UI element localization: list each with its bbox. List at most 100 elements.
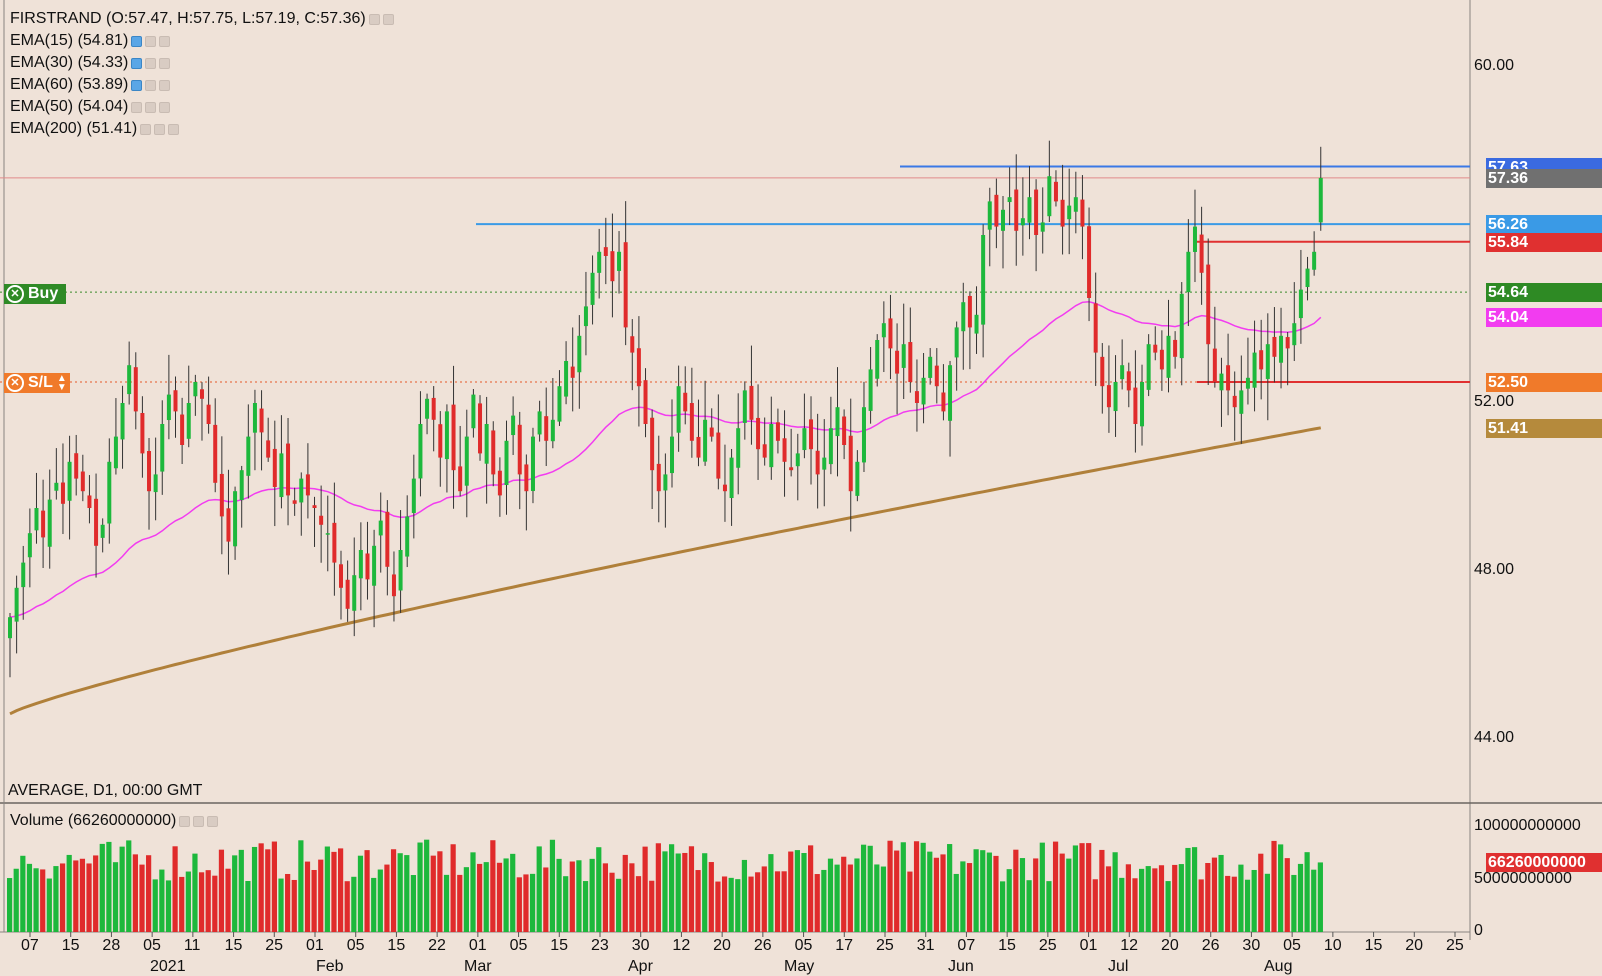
cancel-stop-icon[interactable]: ✕ [6, 374, 24, 392]
candle [345, 560, 350, 622]
settings-icon[interactable] [368, 13, 380, 25]
candle [504, 420, 509, 515]
visibility-icon[interactable] [131, 79, 143, 91]
candle-body [319, 515, 324, 525]
volume-bar [1046, 881, 1052, 932]
candle-body [530, 436, 535, 492]
candle-body [636, 348, 641, 387]
candle-body [491, 430, 496, 475]
volume-bar [708, 862, 714, 932]
close-icon[interactable] [159, 101, 171, 113]
close-icon[interactable] [382, 13, 394, 25]
candle-body [802, 428, 807, 451]
volume-bar [265, 849, 271, 932]
cancel-order-icon[interactable]: ✕ [6, 285, 24, 303]
volume-bar [73, 860, 79, 932]
candle-body [1285, 337, 1290, 349]
ohlc-legend: FIRSTRAND (O:57.47, H:57.75, L:57.19, C:… [10, 10, 397, 28]
candle-body [193, 382, 198, 397]
stop-loss-order-tag[interactable]: ✕ S/L ▲ ▼ [4, 373, 70, 393]
candle-body [1192, 226, 1197, 252]
candle [941, 364, 946, 421]
close-icon[interactable] [168, 123, 180, 135]
candle-body [789, 467, 794, 471]
candle [1239, 355, 1244, 444]
time-tick-label: 10 [1323, 937, 1342, 954]
candle [577, 315, 582, 409]
candle-body [1166, 335, 1171, 378]
candle-body [544, 416, 549, 441]
close-icon[interactable] [159, 57, 171, 69]
indicator-row: EMA(30) (54.33) [10, 54, 173, 72]
candle [789, 428, 794, 477]
close-icon[interactable] [207, 815, 219, 827]
candle-body [1159, 349, 1164, 370]
candle-body [908, 342, 913, 382]
settings-icon[interactable] [154, 123, 166, 135]
candle-body [881, 323, 886, 338]
volume-bar [112, 862, 119, 932]
candle [842, 409, 847, 460]
candle [716, 394, 721, 490]
price-tick-label: 60.00 [1474, 57, 1515, 74]
candle [623, 201, 628, 346]
visibility-icon[interactable] [131, 57, 143, 69]
volume-bar [1139, 868, 1145, 932]
candle [312, 496, 317, 547]
edit-icon[interactable] [193, 815, 205, 827]
time-tick-label: 30 [631, 937, 650, 954]
candle-body [1226, 365, 1231, 391]
month-label: 2021 [150, 958, 186, 975]
settings-icon[interactable] [145, 101, 157, 113]
volume-bar [225, 868, 231, 932]
visibility-icon[interactable] [131, 35, 143, 47]
time-tick-label: 05 [509, 937, 528, 954]
volume-bar [523, 874, 529, 932]
candle-body [34, 508, 39, 531]
candle-body [815, 450, 820, 475]
candle [689, 367, 694, 458]
settings-icon[interactable] [145, 79, 157, 91]
candle [14, 575, 19, 654]
candle [550, 378, 555, 449]
settings-icon[interactable] [145, 35, 157, 47]
candle [603, 217, 608, 285]
buy-order-tag[interactable]: ✕ Buy [4, 284, 67, 304]
volume-bar [947, 844, 953, 932]
candle [286, 417, 291, 526]
volume-bar [218, 849, 225, 932]
candle-body [716, 432, 721, 479]
volume-bar [26, 863, 33, 932]
volume-bar [1311, 869, 1317, 932]
settings-icon[interactable] [145, 57, 157, 69]
time-tick-label: 05 [143, 937, 161, 954]
volume-bar [1304, 852, 1310, 932]
settings-icon[interactable] [179, 815, 191, 827]
candle [696, 399, 701, 467]
visibility-icon[interactable] [140, 123, 152, 135]
candle [140, 396, 145, 478]
close-icon[interactable] [159, 35, 171, 47]
candle [822, 419, 827, 507]
candle-body [67, 461, 72, 501]
candle-body [41, 510, 46, 538]
close-icon[interactable] [159, 79, 171, 91]
volume-bar [907, 871, 913, 932]
price-tick-label: 48.00 [1474, 561, 1515, 578]
volume-bar [424, 839, 430, 932]
candle [180, 397, 185, 464]
volume-bar [688, 846, 695, 932]
drag-handle-icon[interactable]: ▲ ▼ [56, 373, 67, 393]
candle-body [987, 201, 992, 230]
candle [246, 404, 251, 499]
candle [27, 508, 32, 588]
price-tag: 56.26 [1486, 215, 1602, 235]
candle-body [663, 474, 668, 491]
volume-bar [185, 871, 191, 932]
volume-bar [1165, 881, 1171, 932]
visibility-icon[interactable] [131, 101, 143, 113]
volume-bar [1185, 847, 1191, 932]
candle [133, 352, 138, 430]
candle-body [914, 391, 919, 403]
